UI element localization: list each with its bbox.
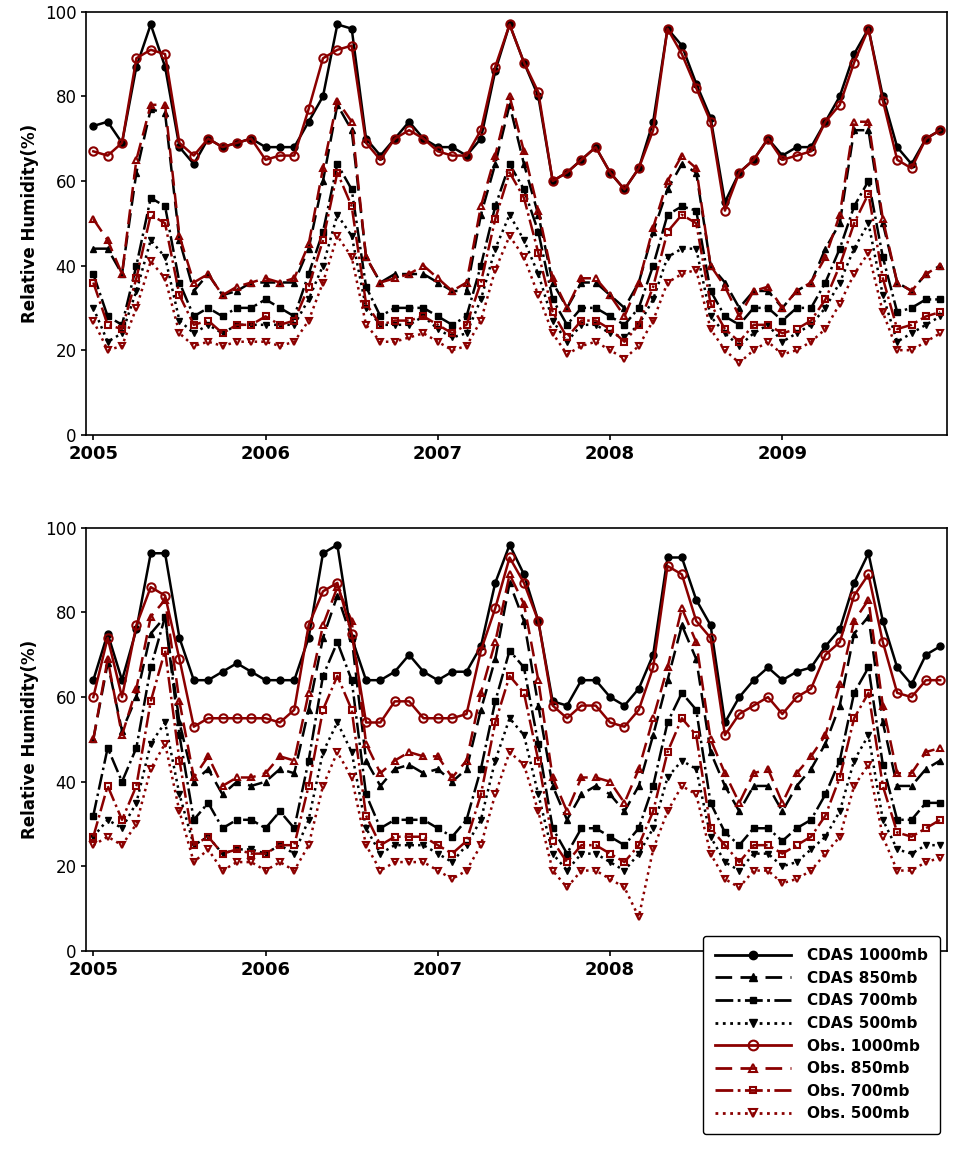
- Y-axis label: Relative Humidity(%): Relative Humidity(%): [21, 123, 39, 323]
- Legend: CDAS 1000mb, CDAS 850mb, CDAS 700mb, CDAS 500mb, Obs. 1000mb, Obs. 850mb, Obs. 7: CDAS 1000mb, CDAS 850mb, CDAS 700mb, CDA…: [702, 936, 940, 1134]
- Y-axis label: Relative Humidity(%): Relative Humidity(%): [21, 640, 39, 839]
